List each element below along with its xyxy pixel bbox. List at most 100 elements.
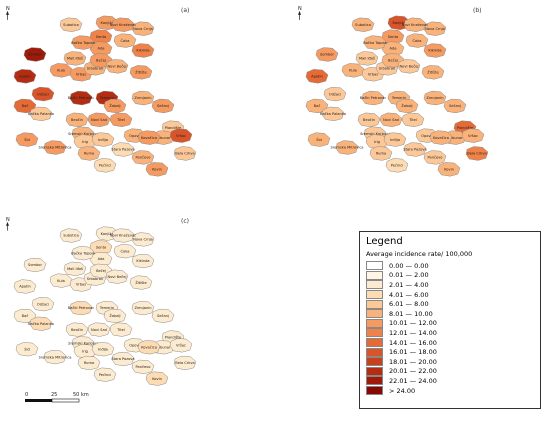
region-label: Bačka Topola [363,41,386,45]
region-15 [397,59,421,74]
region-24 [87,322,111,337]
north-arrow-label: N [6,6,10,12]
panel-label: (b) [473,7,481,14]
scale-tick-2: 50 km [73,392,89,398]
region-label: Kovin [444,168,454,172]
legend-swatch [366,270,383,280]
region-label: Žitište [135,70,147,75]
region-18 [29,106,53,122]
region-28 [307,132,331,147]
region-label: Nova Crnja [425,27,445,31]
region-44 [111,228,135,243]
region-label: Kikinda [428,49,441,53]
region-label: Inđija [98,138,108,142]
legend-swatch [366,376,383,386]
region-0 [315,47,339,62]
region-7 [355,51,379,66]
region-label: Stara Pazova [111,357,134,361]
region-label: Mali Iđoš [359,57,375,61]
region-16 [129,65,153,80]
legend-swatch [366,290,383,300]
legend-item-label: 4.01 — 6.00 [389,290,429,299]
region-26 [401,112,425,128]
region-label: Kikinda [136,259,149,263]
region-21 [103,98,127,114]
region-label: Pećinci [99,373,111,377]
region-label: Zrenjanin [426,96,443,100]
region-label: Žabalj [109,103,120,108]
region-8 [423,43,447,58]
legend-item-label: 0.00 — 0.00 [389,261,429,270]
legend-swatch [366,357,383,367]
region-label: Kovin [152,168,162,172]
region-label: Opovo [421,134,433,138]
region-label: Novi Kneževac [402,23,428,27]
region-label: Ada [98,257,105,261]
region-24 [379,112,403,128]
region-label: Kula [57,279,65,283]
region-6 [71,35,95,50]
legend-item: > 24.00 [366,386,534,396]
legend-item-label: 14.01 — 16.00 [389,338,437,347]
region-label: Sombor [320,53,334,57]
region-label: Novi Bečej [107,65,126,69]
region-label: Senta [388,35,398,39]
region-label: Bač [22,104,29,108]
region-8 [131,253,155,269]
region-label: Žabalj [109,313,120,318]
region-label: Vršac [468,134,478,138]
legend-item: 4.01 — 6.00 [366,290,534,300]
region-19 [361,90,385,106]
north-arrow-label: N [6,217,10,223]
legend-item-label: > 24.00 [389,386,416,395]
region-label: Titel [408,118,417,122]
legend-item: 6.01 — 8.00 [366,299,534,309]
legend-title: Legend [366,236,403,247]
region-label: Sremski Karlovci [68,132,98,136]
region-label: Irig [82,140,88,144]
region-label: Odžaci [37,92,49,96]
region-label: Senta [96,35,106,39]
region-44 [403,17,427,32]
region-7 [63,261,87,276]
region-label: Subotica [63,234,79,238]
region-label: Šid [24,137,30,142]
scale-tick-1: 25 [51,392,57,398]
region-label: Novi Sad [91,118,107,122]
region-5 [89,251,113,267]
region-label: Bačka Palanka [28,322,54,326]
region-label: Titel [116,118,125,122]
region-1 [351,17,375,32]
region-1 [59,17,83,32]
legend-swatch [366,338,383,348]
scale-tick-0: 0 [25,392,28,398]
region-10 [305,69,329,84]
region-label: Irig [82,349,88,353]
north-arrow-icon: N [298,6,302,20]
region-37 [77,355,101,371]
legend-item: 12.01 — 14.00 [366,328,534,338]
legend-swatch [366,347,383,357]
region-label: Beočin [71,328,83,332]
region-40 [131,359,155,374]
region-label: Kula [57,69,65,73]
region-label: Žitište [427,70,439,75]
region-label: Sečanj [157,314,169,318]
legend-swatch [366,299,383,309]
region-label: Sremski Karlovci [68,342,98,346]
legend-swatch [366,386,383,396]
legend-item: 18.01 — 20.00 [366,357,534,367]
region-label: Vršac [176,344,186,348]
region-41 [93,158,117,173]
region-label: Kanjiža [101,232,114,236]
region-label: Stara Pazova [111,148,134,152]
region-19 [69,300,93,316]
legend-item-label: 0.01 — 2.00 [389,271,429,280]
region-6 [363,35,387,50]
region-label: Bački Petrovac [68,96,94,100]
region-5 [381,41,405,56]
region-label: Kovin [152,377,162,381]
region-36 [111,351,135,367]
region-label: Pećinci [391,164,403,168]
region-label: Bačka Topola [71,41,94,45]
